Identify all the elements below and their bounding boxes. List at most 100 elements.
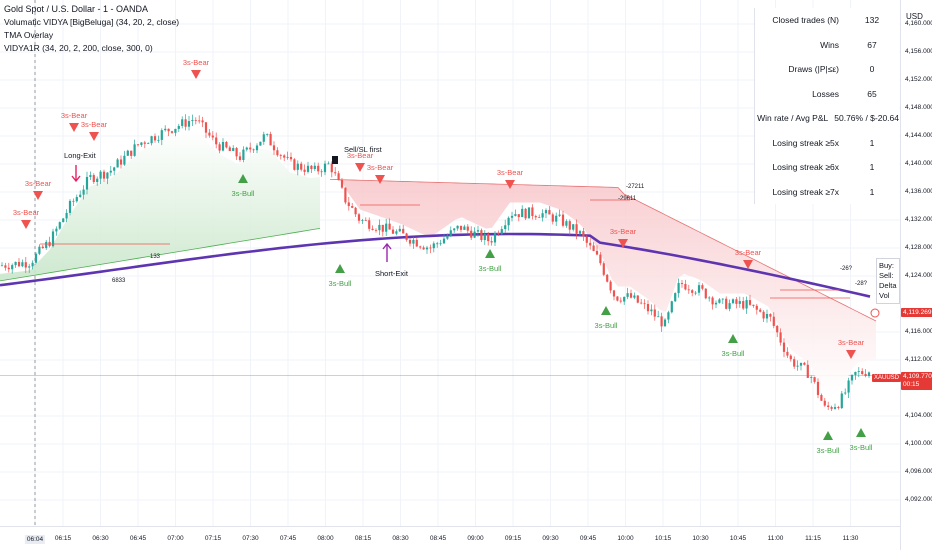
time-tick: 09:30 — [542, 535, 559, 542]
candle-body — [833, 407, 837, 409]
time-tick: 07:45 — [279, 535, 297, 542]
alert-marker — [870, 308, 880, 318]
candle-body — [385, 223, 388, 232]
candle-body — [303, 169, 306, 172]
candle-body — [232, 148, 235, 151]
candle-body — [578, 231, 582, 234]
candle-body — [249, 147, 252, 150]
price-tick: 4,092.000 — [905, 496, 932, 503]
candle-body — [830, 407, 833, 409]
candle-body — [857, 371, 860, 372]
candle-body — [694, 292, 697, 294]
candle-body — [721, 298, 724, 300]
bear-band-fill — [330, 179, 876, 398]
bear-signal-marker — [191, 70, 201, 79]
stats-value: 0 — [869, 64, 875, 75]
bear-signal-marker — [505, 180, 515, 189]
candle-body — [293, 159, 296, 170]
candle-body — [629, 293, 633, 298]
stats-value: 50.76% / $-20.64 — [834, 113, 899, 124]
bear-signal-marker — [69, 123, 79, 132]
stats-row: Closed trades (N) 132 — [755, 8, 899, 33]
time-axis[interactable]: 06:04 06:15 06:30 06:45 07:00 07:15 07:30 07:45… — [0, 526, 900, 551]
candle-body — [500, 229, 503, 234]
candle-body — [167, 128, 170, 132]
candle-body — [599, 254, 602, 264]
candle-body — [398, 228, 401, 232]
candle-body — [228, 147, 231, 151]
short-exit-label: Short-Exit — [375, 269, 409, 278]
candle-body — [701, 285, 704, 289]
candle-body — [14, 261, 17, 266]
candle-body — [796, 365, 799, 367]
candle-body — [289, 156, 293, 160]
candle-body — [861, 371, 864, 375]
price-chart[interactable]: 3s-Bear3s-Bear3s-Bear3s-Bear3s-Bear3s-Be… — [0, 0, 900, 526]
time-tick: 11:30 — [842, 535, 859, 542]
candle-body — [813, 377, 816, 382]
price-tick: 4,124.000 — [905, 272, 932, 279]
candle-body — [531, 207, 534, 217]
bull-signal-label: 3s-Bull — [595, 321, 618, 330]
stats-row: Win rate / Avg P&L 50.76% / $-20.64 — [755, 106, 899, 131]
bear-signal-marker — [375, 175, 385, 184]
price-axis[interactable]: 4,160.000 4,156.000 4,152.000 4,148.000 4,14… — [900, 0, 932, 550]
candle-body — [255, 145, 259, 151]
time-tick: 08:30 — [392, 535, 409, 542]
symbol-title[interactable]: Gold Spot / U.S. Dollar - 1 - OANDA — [4, 4, 149, 14]
candle-body — [7, 267, 10, 270]
indicator-vidya1r[interactable]: VIDYA1R (34, 20, 2, 200, close, 300, 0) — [4, 43, 153, 53]
candle-body — [575, 224, 578, 234]
time-tick: 10:45 — [729, 535, 747, 542]
candle-body — [657, 316, 660, 318]
bull-signal-marker — [728, 334, 738, 343]
candle-body — [337, 173, 340, 180]
candle-body — [534, 216, 537, 218]
bull-signal-label: 3s-Bull — [479, 264, 502, 273]
candle-body — [585, 236, 588, 243]
candle-body — [391, 229, 395, 234]
candle-body — [157, 139, 160, 141]
time-tick: 08:45 — [429, 535, 447, 542]
candle-body — [704, 288, 707, 299]
candle-body — [497, 232, 500, 234]
candle-body — [786, 351, 789, 356]
countdown-value: 00:15 — [903, 381, 920, 388]
currency-label[interactable]: USD — [906, 12, 923, 21]
candle-body — [514, 214, 517, 216]
candle-body — [374, 229, 378, 231]
volume-number: -29611 — [618, 196, 637, 202]
candle-body — [867, 372, 871, 376]
candle-body — [691, 290, 694, 293]
candle-body — [755, 305, 758, 310]
stats-label: Win rate / Avg P&L — [757, 113, 829, 124]
candle-body — [133, 144, 136, 156]
candle-body — [272, 145, 276, 151]
bear-signal-label: 3s-Bear — [497, 168, 524, 177]
stats-label: Losing streak ≥5x — [772, 137, 839, 148]
stats-value: 132 — [864, 15, 880, 26]
candle-body — [204, 122, 208, 133]
price-tick: 4,116.000 — [905, 328, 932, 335]
candle-body — [735, 299, 738, 304]
candle-body — [670, 301, 673, 313]
bear-signal-marker — [355, 163, 365, 172]
bull-signal-marker — [823, 431, 833, 440]
candle-body — [609, 281, 612, 291]
candle-body — [527, 207, 531, 219]
candle-body — [422, 247, 425, 250]
candle-body — [96, 178, 99, 183]
indicator-vidya[interactable]: Volumatic VIDYA [BigBeluga] (34, 20, 2, … — [4, 17, 180, 27]
candle-body — [816, 381, 820, 396]
candle-body — [674, 293, 677, 302]
candle-body — [864, 374, 867, 376]
candle-body — [402, 228, 405, 234]
indicator-tma[interactable]: TMA Overlay — [4, 30, 54, 40]
candle-body — [4, 265, 7, 268]
candle-body — [201, 120, 204, 123]
bull-signal-label: 3s-Bull — [329, 279, 352, 288]
candle-body — [300, 163, 303, 170]
candle-body — [130, 150, 133, 156]
candle-body — [759, 309, 762, 312]
short-exit-arrow — [382, 242, 392, 262]
